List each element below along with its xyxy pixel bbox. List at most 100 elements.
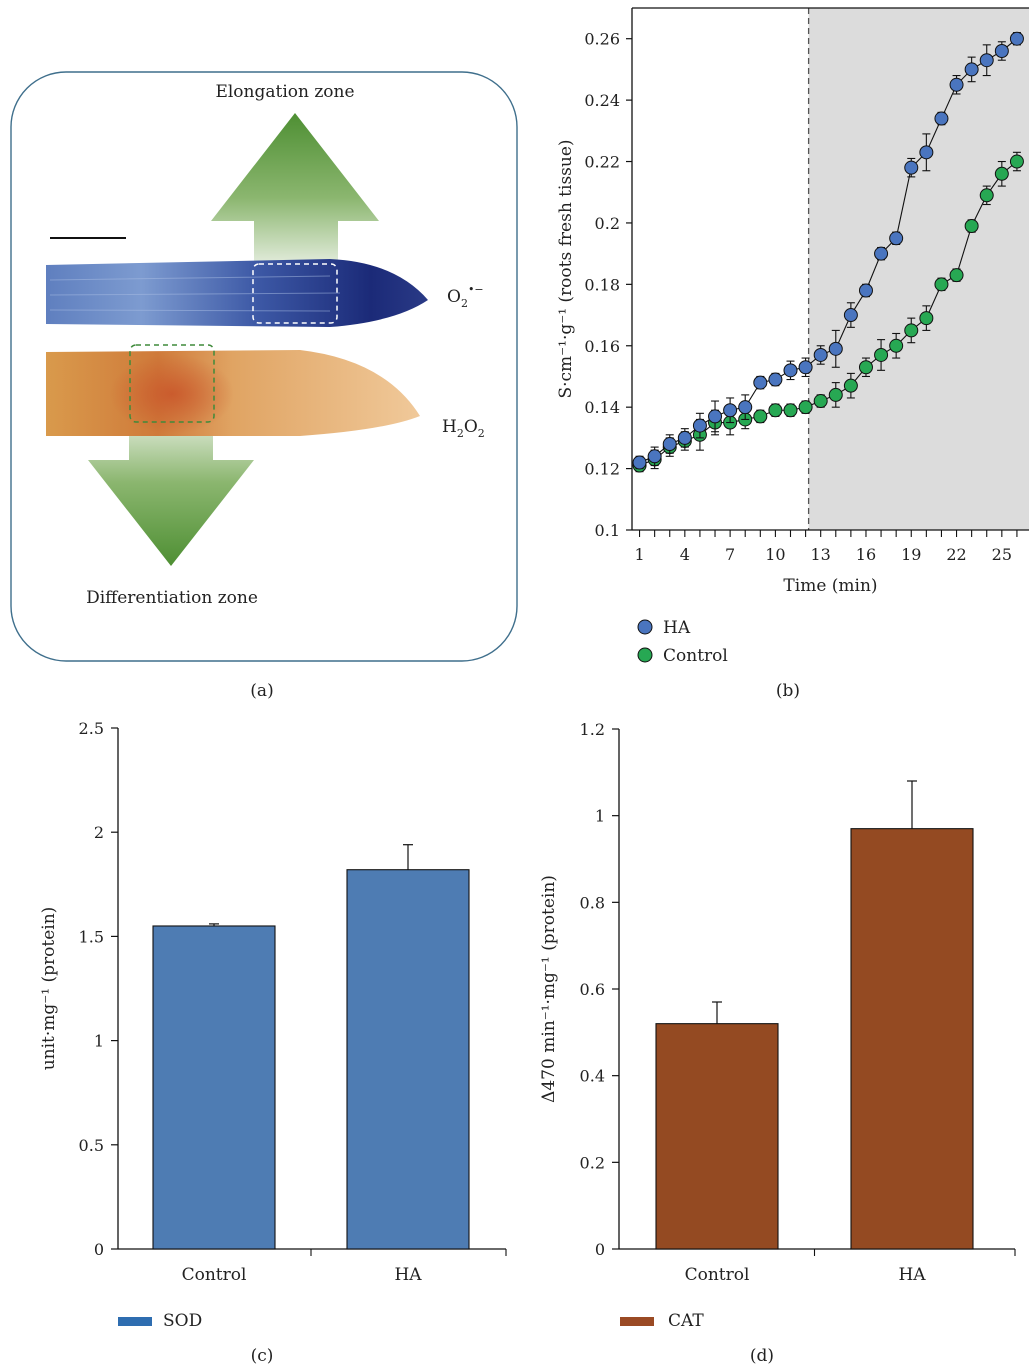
data-point [768,403,783,418]
data-point [828,387,843,402]
legend-control-label: Control [663,646,728,666]
data-point [994,43,1009,58]
y-tick-label: 0.4 [580,1067,605,1086]
panel-a-frame [10,71,518,662]
y-tick-label: 2 [94,823,104,842]
data-point [783,403,798,418]
bar-ha [346,869,470,1250]
y-tick-label: 1 [595,807,605,826]
panel-b-y-tick-label: 0.24 [584,91,620,110]
data-point [1009,154,1024,169]
panel-b-y-tick-label: 0.12 [584,460,620,479]
panel-d-caption: (d) [750,1346,774,1366]
category-label: HA [394,1265,422,1285]
panel-b-x-axis-label: Time (min) [783,576,877,596]
panel-b-x-tick-label: 1 [634,545,644,564]
y-tick-label: 0 [94,1240,104,1259]
panel-b-y-tick-label: 0.18 [584,275,620,294]
y-tick-label: 2.5 [79,719,104,738]
root-texture-blue [49,275,341,312]
panel-b-series [632,31,1024,473]
bar-control [152,925,276,1250]
y-tick-label: 0.6 [580,980,605,999]
panel-b-y-tick-label: 0.16 [584,337,620,356]
data-point [858,360,873,375]
data-point [874,347,889,362]
panel-a-caption: (a) [250,681,273,701]
y-tick-label: 1.5 [79,927,104,946]
data-point [753,375,768,390]
data-point [723,403,738,418]
bar-ha [850,828,974,1250]
panel-b-caption: (b) [776,681,800,701]
panel-c-bars: Control HA [152,844,470,1285]
legend-ha-marker [637,619,653,635]
panel-c-axes: 0 0.5 1 1.5 2 2.5 [79,719,507,1259]
data-point [904,323,919,338]
data-point [919,311,934,326]
panel-b-x-tick-label: 22 [946,545,966,564]
panel-b-x-tick-label: 25 [992,545,1012,564]
panel-d-y-axis-label: Δ470 min⁻¹·mg⁻¹ (protein) [539,875,559,1103]
data-point [708,409,723,424]
data-point [662,437,677,452]
data-point [813,394,828,409]
panel-b-y-tick-label: 0.26 [584,30,620,49]
series-ha [632,31,1024,470]
data-point [979,188,994,203]
category-label: HA [898,1265,926,1285]
y-tick-label: 0.2 [580,1153,605,1172]
data-point [843,308,858,323]
panel-b-x-tick-label: 7 [725,545,735,564]
panel-b-x-tick-label: 13 [811,545,831,564]
h2o2-label: H2O2 [442,417,485,440]
panel-b-x-tick-label: 16 [856,545,876,564]
bar-control [655,1023,779,1250]
data-point [738,400,753,415]
panel-b-line-chart: 0.1 0.12 0.14 0.16 0.18 0.2 0.22 0.24 0.26 1 4 7 10 1… [556,7,1029,701]
legend-sod-swatch [118,1317,152,1326]
data-point [874,246,889,261]
panel-b-axes: 0.1 0.12 0.14 0.16 0.18 0.2 0.22 0.24 0.26 1 4 7 10 1… [584,7,1029,564]
data-point [768,372,783,387]
data-point [828,341,843,356]
data-point [813,347,828,362]
y-tick-label: 1.2 [580,720,605,739]
data-point [798,400,813,415]
data-point [783,363,798,378]
y-tick-label: 0.5 [79,1136,104,1155]
o2-stained-root [46,259,428,327]
data-point [889,231,904,246]
panel-b-y-axis-label: S·cm⁻¹·g⁻¹ (roots fresh tissue) [556,139,576,398]
panel-a: Elongation zone O2•− H2O2 Differentiatio… [10,71,518,701]
y-tick-label: 0.8 [580,893,605,912]
legend-sod-label: SOD [163,1311,202,1331]
treatment-shaded-region [808,8,1029,530]
y-tick-label: 0 [595,1240,605,1259]
data-point [858,283,873,298]
legend-cat-label: CAT [668,1311,704,1331]
panel-b-x-tick-label: 19 [901,545,921,564]
panel-b-y-tick-label: 0.1 [595,521,620,540]
category-label: Control [685,1265,750,1285]
data-point [798,360,813,375]
h2o2-highlight-box [129,344,215,423]
data-point [753,409,768,424]
panel-b-x-tick-label: 4 [680,545,690,564]
down-arrow-icon [88,414,254,566]
data-point [904,160,919,175]
elongation-zone-label: Elongation zone [215,82,354,102]
data-point [949,268,964,283]
data-point [979,53,994,68]
h2o2-dark-spot [110,354,234,434]
data-point [632,455,647,470]
differentiation-zone-label: Differentiation zone [86,588,258,608]
panel-c-caption: (c) [251,1346,274,1366]
panel-b-x-tick-label: 10 [765,545,785,564]
o2-superoxide-label: O2•− [447,283,484,310]
data-point [677,430,692,445]
legend-control-marker [637,647,653,663]
data-point [964,219,979,234]
data-point [964,62,979,77]
